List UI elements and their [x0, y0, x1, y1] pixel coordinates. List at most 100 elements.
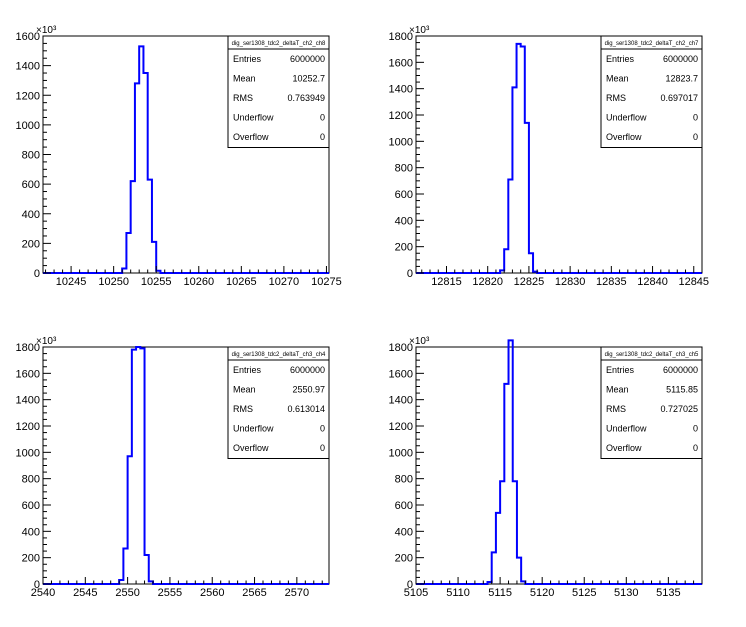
stats-label-overflow: Overflow [606, 132, 642, 142]
x-tick-label: 2570 [285, 587, 309, 599]
y-exponent-label: ×10³ [409, 25, 430, 36]
y-tick-label: 400 [395, 526, 413, 538]
x-tick-label: 10255 [141, 276, 172, 288]
x-tick-label: 5115 [488, 587, 512, 599]
y-tick-label: 600 [22, 500, 40, 512]
y-tick-label: 200 [395, 242, 413, 254]
stats-rms-value: 0.727025 [660, 404, 698, 414]
y-tick-label: 400 [22, 526, 40, 538]
stats-label-underflow: Underflow [606, 113, 647, 123]
histogram-panel-ch2-ch8: ×10³ dig_ser1308_tdc2_deltaT_ch2_ch8 600… [16, 25, 342, 288]
stats-label-rms: RMS [606, 404, 626, 414]
stats-box-frame [227, 35, 330, 148]
y-tick-label: 0 [407, 268, 413, 280]
stats-label-entries: Entries [233, 365, 262, 375]
stats-rms-value: 0.697017 [660, 93, 698, 103]
x-tick-label: 10265 [226, 276, 257, 288]
x-tick-label: 2565 [242, 587, 266, 599]
y-tick-label: 200 [22, 553, 40, 565]
y-tick-label: 200 [22, 238, 40, 250]
stats-box-frame [600, 35, 703, 148]
y-tick-label: 1200 [389, 110, 413, 122]
x-tick-label: 12820 [472, 276, 503, 288]
stats-label-rms: RMS [233, 404, 253, 414]
histogram-line [416, 339, 702, 585]
y-tick-label: 1800 [16, 342, 40, 354]
histogram-line [43, 45, 329, 274]
y-tick-label: 1600 [16, 31, 40, 43]
x-tick-label: 5130 [614, 587, 638, 599]
stats-label-mean: Mean [606, 74, 629, 84]
y-tick-label: 600 [22, 179, 40, 191]
stats-box-frame [600, 346, 703, 459]
stats-mean-value: 2550.97 [292, 385, 325, 395]
x-tick-label: 10275 [311, 276, 342, 288]
stats-mean-value: 12823.7 [665, 74, 698, 84]
x-tick-label: 10260 [183, 276, 214, 288]
x-tick-label: 12815 [431, 276, 462, 288]
histogram-panel-ch3-ch5: ×10³ dig_ser1308_tdc2_deltaT_ch3_ch5 600… [389, 336, 703, 599]
stats-label-entries: Entries [606, 54, 635, 64]
x-tick-label: 12840 [637, 276, 668, 288]
x-tick-label: 10270 [269, 276, 300, 288]
x-tick-label: 12830 [555, 276, 586, 288]
y-tick-label: 0 [407, 579, 413, 591]
stats-mean-value: 10252.7 [292, 74, 325, 84]
y-exponent-label: ×10³ [36, 25, 57, 36]
y-tick-label: 1400 [16, 61, 40, 73]
stats-overflow-value: 0 [693, 132, 698, 142]
x-tick-label: 10245 [56, 276, 87, 288]
y-tick-label: 800 [395, 163, 413, 175]
stats-label-mean: Mean [233, 385, 256, 395]
stats-label-underflow: Underflow [233, 424, 274, 434]
stats-label-overflow: Overflow [233, 443, 269, 453]
x-tick-label: 12845 [678, 276, 709, 288]
x-tick-label: 12825 [514, 276, 545, 288]
y-exponent-label: ×10³ [409, 336, 430, 347]
y-tick-label: 1000 [389, 447, 413, 459]
x-tick-label: 2550 [115, 587, 139, 599]
stats-entries-value: 6000000 [290, 365, 325, 375]
stats-label-underflow: Underflow [606, 424, 647, 434]
stats-title: dig_ser1308_tdc2_deltaT_ch2_ch7 [605, 41, 699, 47]
stats-box-frame [227, 346, 330, 459]
y-tick-label: 600 [395, 189, 413, 201]
y-tick-label: 600 [395, 500, 413, 512]
stats-label-overflow: Overflow [606, 443, 642, 453]
y-tick-label: 0 [34, 268, 40, 280]
stats-label-underflow: Underflow [233, 113, 274, 123]
y-tick-label: 1400 [389, 395, 413, 407]
y-tick-label: 1000 [389, 136, 413, 148]
y-tick-label: 1400 [389, 84, 413, 96]
x-tick-label: 5110 [446, 587, 470, 599]
x-tick-label: 10250 [98, 276, 129, 288]
histogram-panel-ch3-ch4: ×10³ dig_ser1308_tdc2_deltaT_ch3_ch4 600… [16, 336, 330, 599]
stats-entries-value: 6000000 [663, 365, 698, 375]
stats-mean-value: 5115.85 [666, 385, 698, 395]
stats-overflow-value: 0 [320, 443, 325, 453]
stats-label-mean: Mean [233, 74, 256, 84]
y-tick-label: 1000 [16, 120, 40, 132]
x-tick-label: 5135 [656, 587, 680, 599]
y-tick-label: 1200 [16, 421, 40, 433]
stats-title: dig_ser1308_tdc2_deltaT_ch3_ch5 [605, 352, 699, 358]
stats-underflow-value: 0 [320, 113, 325, 123]
stats-label-entries: Entries [606, 365, 635, 375]
stats-box: dig_ser1308_tdc2_deltaT_ch2_ch8 6000000 … [227, 35, 330, 148]
stats-entries-value: 6000000 [663, 54, 698, 64]
x-tick-label: 5105 [404, 587, 428, 599]
x-tick-label: 2540 [31, 587, 55, 599]
y-tick-label: 1200 [389, 421, 413, 433]
stats-label-rms: RMS [233, 93, 253, 103]
y-exponent-label: ×10³ [36, 336, 57, 347]
y-tick-label: 1800 [389, 342, 413, 354]
histogram-line [43, 346, 329, 585]
y-tick-label: 800 [395, 474, 413, 486]
y-tick-label: 0 [34, 579, 40, 591]
stats-label-entries: Entries [233, 54, 262, 64]
stats-title: dig_ser1308_tdc2_deltaT_ch3_ch4 [232, 352, 326, 358]
stats-underflow-value: 0 [693, 424, 698, 434]
histogram-line [416, 42, 702, 274]
histogram-panel-ch2-ch7: ×10³ dig_ser1308_tdc2_deltaT_ch2_ch7 600… [389, 25, 710, 288]
